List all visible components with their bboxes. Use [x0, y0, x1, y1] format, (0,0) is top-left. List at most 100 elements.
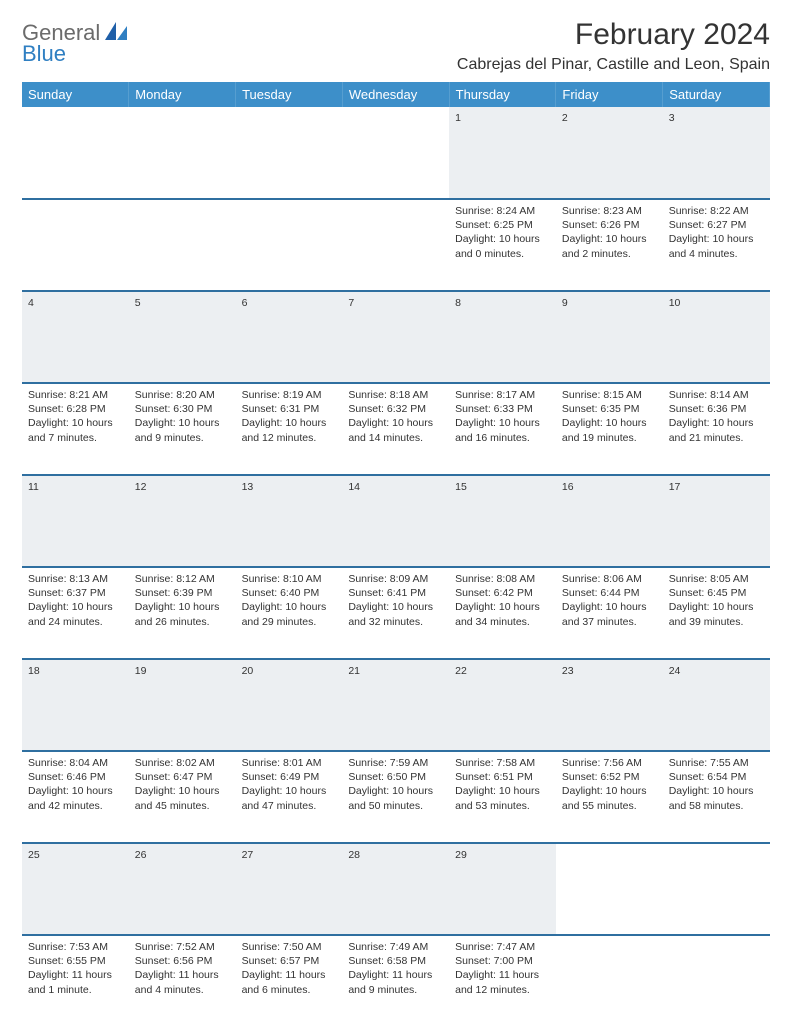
sunrise-line: Sunrise: 8:02 AM — [135, 756, 230, 770]
day-cell: Sunrise: 8:22 AMSunset: 6:27 PMDaylight:… — [663, 199, 770, 291]
daylight-line: Daylight: 10 hours and 21 minutes. — [669, 416, 764, 444]
sunset-line: Sunset: 6:56 PM — [135, 954, 230, 968]
sunrise-line: Sunrise: 8:15 AM — [562, 388, 657, 402]
daylight-line: Daylight: 10 hours and 26 minutes. — [135, 600, 230, 628]
sunrise-line: Sunrise: 7:53 AM — [28, 940, 123, 954]
sunset-line: Sunset: 6:57 PM — [242, 954, 337, 968]
cell-empty — [22, 199, 129, 291]
sunrise-line: Sunrise: 8:08 AM — [455, 572, 550, 586]
daynum: 27 — [236, 843, 343, 935]
sunrise-line: Sunrise: 8:17 AM — [455, 388, 550, 402]
daylight-line: Daylight: 10 hours and 55 minutes. — [562, 784, 657, 812]
day-cell: Sunrise: 8:09 AMSunset: 6:41 PMDaylight:… — [342, 567, 449, 659]
day-cell: Sunrise: 8:12 AMSunset: 6:39 PMDaylight:… — [129, 567, 236, 659]
content-row: Sunrise: 7:53 AMSunset: 6:55 PMDaylight:… — [22, 935, 770, 1027]
daynum: 6 — [236, 291, 343, 383]
sunset-line: Sunset: 6:54 PM — [669, 770, 764, 784]
sunrise-line: Sunrise: 8:18 AM — [348, 388, 443, 402]
day-header: Tuesday — [236, 82, 343, 107]
daylight-line: Daylight: 10 hours and 24 minutes. — [28, 600, 123, 628]
cell-empty — [342, 199, 449, 291]
logo: General Blue — [22, 18, 127, 65]
sunset-line: Sunset: 6:39 PM — [135, 586, 230, 600]
daylight-line: Daylight: 11 hours and 4 minutes. — [135, 968, 230, 996]
sunrise-line: Sunrise: 8:14 AM — [669, 388, 764, 402]
daylight-line: Daylight: 10 hours and 2 minutes. — [562, 232, 657, 260]
title-block: February 2024 Cabrejas del Pinar, Castil… — [457, 18, 770, 74]
day-cell: Sunrise: 8:14 AMSunset: 6:36 PMDaylight:… — [663, 383, 770, 475]
sunrise-line: Sunrise: 8:06 AM — [562, 572, 657, 586]
day-cell: Sunrise: 7:55 AMSunset: 6:54 PMDaylight:… — [663, 751, 770, 843]
day-cell: Sunrise: 8:10 AMSunset: 6:40 PMDaylight:… — [236, 567, 343, 659]
daylight-line: Daylight: 10 hours and 50 minutes. — [348, 784, 443, 812]
sunrise-line: Sunrise: 8:05 AM — [669, 572, 764, 586]
daylight-line: Daylight: 10 hours and 47 minutes. — [242, 784, 337, 812]
day-header: Sunday — [22, 82, 129, 107]
sunset-line: Sunset: 6:32 PM — [348, 402, 443, 416]
location: Cabrejas del Pinar, Castille and Leon, S… — [457, 56, 770, 74]
daylight-line: Daylight: 10 hours and 19 minutes. — [562, 416, 657, 444]
day-cell: Sunrise: 7:50 AMSunset: 6:57 PMDaylight:… — [236, 935, 343, 1027]
sunrise-line: Sunrise: 8:24 AM — [455, 204, 550, 218]
sunrise-line: Sunrise: 8:10 AM — [242, 572, 337, 586]
sunrise-line: Sunrise: 7:56 AM — [562, 756, 657, 770]
day-cell: Sunrise: 8:20 AMSunset: 6:30 PMDaylight:… — [129, 383, 236, 475]
day-cell: Sunrise: 8:17 AMSunset: 6:33 PMDaylight:… — [449, 383, 556, 475]
daylight-line: Daylight: 10 hours and 42 minutes. — [28, 784, 123, 812]
day-cell: Sunrise: 7:49 AMSunset: 6:58 PMDaylight:… — [342, 935, 449, 1027]
day-header: Wednesday — [342, 82, 449, 107]
sunrise-line: Sunrise: 8:23 AM — [562, 204, 657, 218]
cell-empty — [129, 199, 236, 291]
sunset-line: Sunset: 6:28 PM — [28, 402, 123, 416]
day-cell: Sunrise: 7:52 AMSunset: 6:56 PMDaylight:… — [129, 935, 236, 1027]
daynum-row: 123 — [22, 107, 770, 199]
day-cell: Sunrise: 8:18 AMSunset: 6:32 PMDaylight:… — [342, 383, 449, 475]
sunset-line: Sunset: 6:25 PM — [455, 218, 550, 232]
daynum: 19 — [129, 659, 236, 751]
daynum: 26 — [129, 843, 236, 935]
sunset-line: Sunset: 6:33 PM — [455, 402, 550, 416]
daylight-line: Daylight: 10 hours and 32 minutes. — [348, 600, 443, 628]
daylight-line: Daylight: 10 hours and 34 minutes. — [455, 600, 550, 628]
day-header: Thursday — [449, 82, 556, 107]
day-header: Monday — [129, 82, 236, 107]
daynum: 16 — [556, 475, 663, 567]
sunset-line: Sunset: 6:35 PM — [562, 402, 657, 416]
sunset-line: Sunset: 6:36 PM — [669, 402, 764, 416]
sunset-line: Sunset: 6:37 PM — [28, 586, 123, 600]
sunset-line: Sunset: 7:00 PM — [455, 954, 550, 968]
day-cell: Sunrise: 7:58 AMSunset: 6:51 PMDaylight:… — [449, 751, 556, 843]
day-cell: Sunrise: 7:47 AMSunset: 7:00 PMDaylight:… — [449, 935, 556, 1027]
sunset-line: Sunset: 6:49 PM — [242, 770, 337, 784]
daynum-empty — [663, 843, 770, 935]
cell-empty — [556, 935, 663, 1027]
sunset-line: Sunset: 6:44 PM — [562, 586, 657, 600]
daynum: 1 — [449, 107, 556, 199]
daynum: 18 — [22, 659, 129, 751]
daynum: 8 — [449, 291, 556, 383]
daylight-line: Daylight: 10 hours and 53 minutes. — [455, 784, 550, 812]
sunset-line: Sunset: 6:47 PM — [135, 770, 230, 784]
daynum: 13 — [236, 475, 343, 567]
sunrise-line: Sunrise: 7:52 AM — [135, 940, 230, 954]
day-cell: Sunrise: 8:21 AMSunset: 6:28 PMDaylight:… — [22, 383, 129, 475]
header: General Blue February 2024 Cabrejas del … — [22, 18, 770, 74]
daylight-line: Daylight: 10 hours and 39 minutes. — [669, 600, 764, 628]
daylight-line: Daylight: 10 hours and 29 minutes. — [242, 600, 337, 628]
daylight-line: Daylight: 10 hours and 7 minutes. — [28, 416, 123, 444]
daylight-line: Daylight: 10 hours and 16 minutes. — [455, 416, 550, 444]
sunrise-line: Sunrise: 7:49 AM — [348, 940, 443, 954]
daynum-empty — [236, 107, 343, 199]
sunrise-line: Sunrise: 8:20 AM — [135, 388, 230, 402]
sunset-line: Sunset: 6:46 PM — [28, 770, 123, 784]
daylight-line: Daylight: 11 hours and 1 minute. — [28, 968, 123, 996]
sunrise-line: Sunrise: 7:47 AM — [455, 940, 550, 954]
day-cell: Sunrise: 8:15 AMSunset: 6:35 PMDaylight:… — [556, 383, 663, 475]
daynum: 23 — [556, 659, 663, 751]
daynum: 21 — [342, 659, 449, 751]
sunrise-line: Sunrise: 8:04 AM — [28, 756, 123, 770]
sunset-line: Sunset: 6:58 PM — [348, 954, 443, 968]
daynum-row: 18192021222324 — [22, 659, 770, 751]
sunrise-line: Sunrise: 7:55 AM — [669, 756, 764, 770]
daynum: 20 — [236, 659, 343, 751]
